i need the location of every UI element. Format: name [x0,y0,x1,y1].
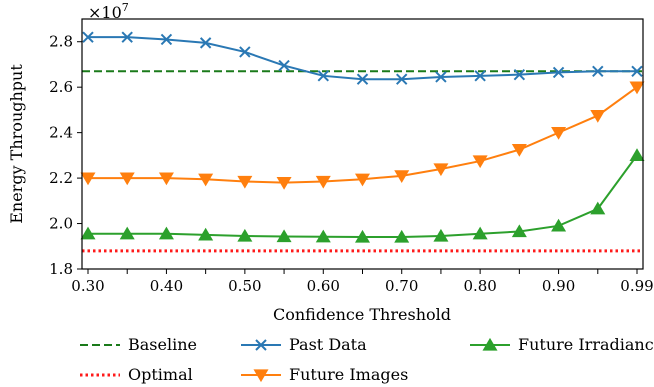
data-point-past-data-0 [82,31,94,43]
data-point-future-irradiance-10 [472,226,488,240]
data-point-future-irradiance-13 [590,201,606,215]
legend-label-past-data: Past Data [289,335,367,354]
data-point-future-irradiance-3 [198,227,214,241]
data-point-past-data-4 [239,46,251,58]
data-point-past-data-9 [435,71,447,83]
x-axis-title: Confidence Threshold [273,305,451,324]
y-axis-title: Energy Throughput [7,64,26,224]
series-future-images [80,81,645,190]
legend-label-baseline: Baseline [128,335,197,354]
data-point-future-images-7 [355,173,370,187]
data-point-future-images-2 [158,172,174,186]
legend-item-future-irradiance: Future Irradiance [470,335,654,354]
data-point-future-images-8 [394,170,410,183]
series-line-future-images [88,86,638,184]
data-point-past-data-7 [356,73,369,85]
data-point-future-images-9 [433,163,449,177]
data-point-past-data-13 [592,65,604,77]
data-point-future-irradiance-9 [433,228,449,242]
data-point-past-data-6 [317,70,329,82]
data-point-future-irradiance-8 [394,229,410,243]
data-point-future-images-12 [551,127,567,140]
data-point-future-irradiance-6 [315,229,331,243]
series-past-data [82,31,643,85]
x-tick-label: 0.50 [228,277,261,295]
data-point-future-images-3 [198,173,214,187]
x-tick-label: 0.60 [307,277,340,295]
data-point-future-images-11 [511,144,527,157]
legend-label-future-images: Future Images [289,365,408,384]
legend-item-future-images: Future Images [241,365,408,384]
legend-item-past-data: Past Data [241,335,367,354]
legend-marker-past-data [255,339,267,351]
data-point-future-images-6 [315,175,331,189]
series-line-future-irradiance [88,154,638,238]
data-point-future-images-14 [629,81,645,95]
series-layer [80,31,645,253]
legend-label-future-irradiance: Future Irradiance [518,335,654,354]
y-tick-label: 2.0 [49,215,73,233]
y-tick-label: 2.8 [49,33,73,51]
y-axis: 1.8 2.0 2.2 2.4 2.6 2.8 [49,33,82,278]
data-point-future-images-5 [276,177,292,190]
x-tick-label: 0.30 [71,277,104,295]
data-point-past-data-3 [199,37,212,49]
legend: Baseline Optimal Past Data Future Images Fut… [80,335,654,384]
x-tick-label: 0.99 [620,277,653,295]
x-tick-label: 0.80 [463,277,496,295]
data-point-past-data-12 [552,66,565,79]
x-axis: 0.30 0.40 0.50 0.60 0.70 0.80 0.90 0.99 [71,269,654,295]
legend-item-optimal: Optimal [80,365,193,384]
series-future-irradiance [80,148,645,243]
data-point-future-images-4 [237,175,253,189]
data-point-future-irradiance-0 [80,226,96,240]
y-tick-label: 2.6 [49,78,73,96]
legend-item-baseline: Baseline [80,335,197,354]
data-point-future-irradiance-1 [119,226,135,240]
data-point-future-irradiance-4 [237,228,253,242]
data-point-past-data-14 [631,65,643,77]
data-point-future-irradiance-14 [629,148,645,161]
data-point-future-irradiance-2 [158,226,174,240]
data-point-past-data-2 [160,33,173,46]
data-point-future-irradiance-12 [551,218,567,232]
x-tick-label: 0.40 [150,277,183,295]
data-point-future-images-13 [590,109,606,123]
x-tick-label: 0.70 [385,277,418,295]
data-point-past-data-10 [474,70,486,82]
x-tick-label: 0.90 [542,277,575,295]
data-point-future-irradiance-11 [511,224,527,238]
legend-label-optimal: Optimal [128,365,193,384]
y-tick-label: 2.2 [49,169,73,187]
data-point-future-images-0 [80,172,96,186]
data-point-future-images-1 [119,172,135,186]
y-tick-label: 2.4 [49,124,73,142]
data-point-future-irradiance-7 [355,229,370,243]
data-point-past-data-8 [396,73,408,85]
data-point-future-images-10 [472,155,488,169]
legend-marker-future-irradiance [482,337,498,351]
data-point-past-data-11 [513,68,526,81]
y-multiplier-label: ×107 [88,1,129,22]
data-point-future-irradiance-5 [276,229,292,243]
data-point-past-data-5 [278,59,290,72]
y-tick-label: 1.8 [49,260,73,278]
data-point-past-data-1 [121,31,133,43]
legend-marker-future-images [253,369,269,383]
